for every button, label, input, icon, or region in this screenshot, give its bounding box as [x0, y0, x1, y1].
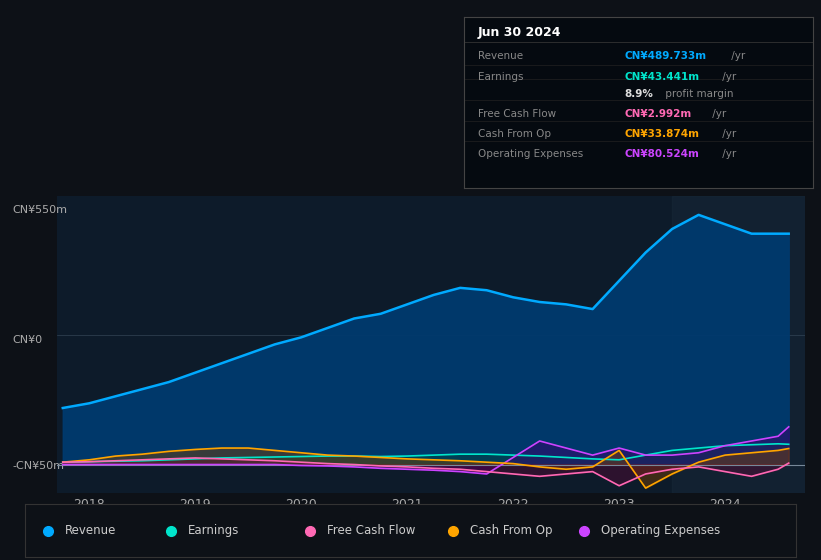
Text: /yr: /yr	[718, 72, 736, 82]
Text: /yr: /yr	[728, 51, 745, 61]
Text: Operating Expenses: Operating Expenses	[478, 149, 583, 159]
Text: Earnings: Earnings	[478, 72, 523, 82]
Text: CN¥80.524m: CN¥80.524m	[624, 149, 699, 159]
Text: Free Cash Flow: Free Cash Flow	[327, 524, 415, 537]
Text: CN¥33.874m: CN¥33.874m	[624, 129, 699, 139]
Text: profit margin: profit margin	[662, 90, 733, 99]
Text: Operating Expenses: Operating Expenses	[601, 524, 720, 537]
Text: CN¥2.992m: CN¥2.992m	[624, 109, 691, 119]
Text: 8.9%: 8.9%	[624, 90, 654, 99]
Text: Jun 30 2024: Jun 30 2024	[478, 26, 562, 39]
Text: Earnings: Earnings	[188, 524, 240, 537]
Text: Revenue: Revenue	[478, 51, 523, 61]
Text: Cash From Op: Cash From Op	[470, 524, 553, 537]
Text: Free Cash Flow: Free Cash Flow	[478, 109, 556, 119]
Text: CN¥0: CN¥0	[12, 335, 43, 345]
Text: /yr: /yr	[718, 129, 736, 139]
Text: /yr: /yr	[718, 149, 736, 159]
Text: Revenue: Revenue	[65, 524, 116, 537]
Text: CN¥489.733m: CN¥489.733m	[624, 51, 707, 61]
Bar	[672, 196, 805, 493]
Text: /yr: /yr	[709, 109, 727, 119]
Text: CN¥43.441m: CN¥43.441m	[624, 72, 699, 82]
Text: Cash From Op: Cash From Op	[478, 129, 551, 139]
Text: -CN¥50m: -CN¥50m	[12, 460, 65, 470]
Text: CN¥550m: CN¥550m	[12, 205, 67, 215]
